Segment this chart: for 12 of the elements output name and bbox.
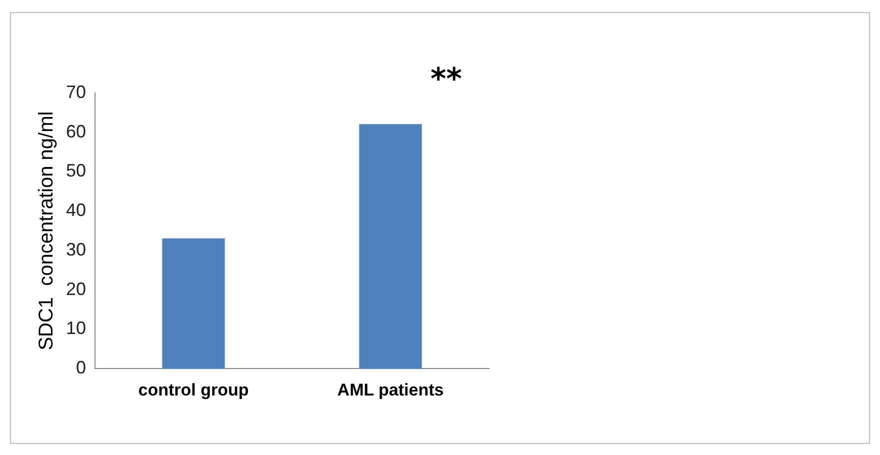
y-tick-label: 20 bbox=[66, 278, 86, 299]
y-tick-label: 50 bbox=[66, 160, 86, 181]
y-tick-label: 60 bbox=[66, 121, 86, 142]
y-tick-label: 0 bbox=[76, 358, 86, 378]
y-tick-label: 10 bbox=[66, 318, 86, 338]
y-tick-label: 70 bbox=[66, 82, 86, 102]
y-axis-title: SDC1 concentration ng/ml bbox=[36, 111, 58, 350]
annotation: ** bbox=[430, 62, 462, 97]
y-tick-label: 30 bbox=[66, 239, 86, 260]
x-tick-label: control group bbox=[138, 380, 249, 400]
x-tick-label: AML patients bbox=[337, 380, 444, 400]
y-tick-label: 40 bbox=[66, 200, 86, 220]
